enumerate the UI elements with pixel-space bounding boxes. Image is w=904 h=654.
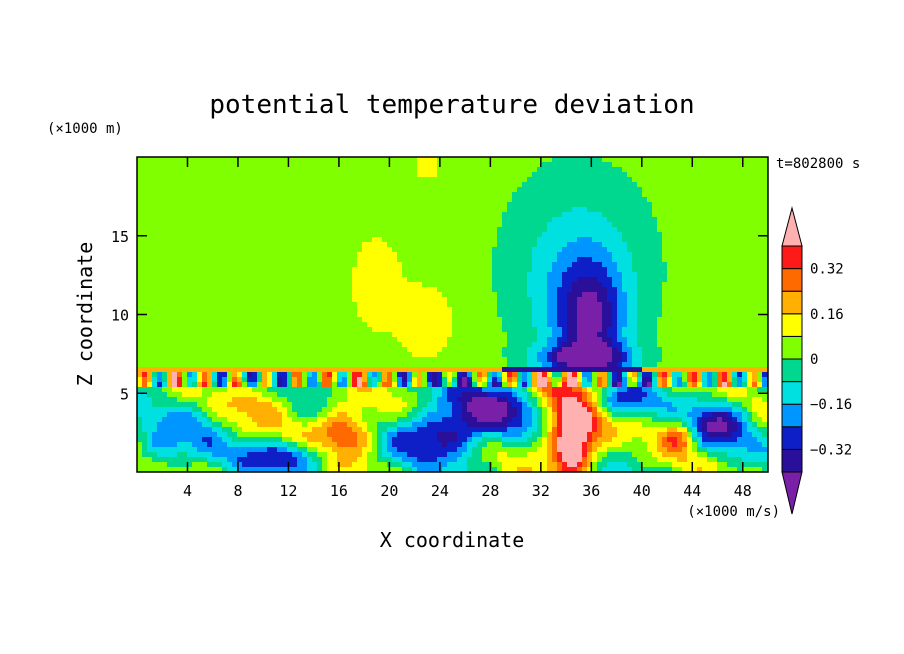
colorbar-swatch (781, 245, 803, 270)
y-axis-label: Z coordinate (73, 242, 97, 387)
x-unit-label: (×1000 m/s) (687, 504, 780, 520)
colorbar-swatch (781, 290, 803, 315)
colorbar-swatch (781, 426, 803, 450)
x-tick-label: 32 (532, 482, 550, 500)
colorbar-tick-label: −0.32 (810, 442, 852, 458)
colorbar-tick-label: 0 (810, 352, 818, 368)
x-tick-label: 48 (734, 482, 752, 500)
y-unit-label: (×1000 m) (47, 121, 123, 137)
x-tick-label: 44 (683, 482, 701, 500)
chart-title: potential temperature deviation (209, 90, 694, 120)
colorbar-tick-label: 0.32 (810, 262, 844, 278)
colorbar-tick-label: −0.16 (810, 397, 852, 413)
x-tick-label: 20 (380, 482, 398, 500)
x-tick-label: 40 (633, 482, 651, 500)
colorbar-swatch (781, 381, 803, 405)
x-tick-label: 28 (481, 482, 499, 500)
colorbar-max-arrow (781, 206, 803, 247)
x-axis: 4 8 12 16 20 24 28 32 36 40 44 48 (183, 157, 752, 500)
x-tick-label: 12 (279, 482, 297, 500)
x-tick-label: 8 (233, 482, 242, 500)
y-tick-label: 5 (120, 385, 129, 403)
x-tick-label: 24 (431, 482, 449, 500)
x-tick-label: 4 (183, 482, 192, 500)
colorbar-swatch (781, 313, 803, 337)
y-tick-label: 10 (111, 307, 129, 325)
colorbar-swatch (781, 358, 803, 383)
y-tick-label: 15 (111, 228, 129, 246)
colorbar-min-arrow (781, 471, 803, 515)
colorbar-swatch (781, 335, 803, 360)
colorbar-swatch (781, 448, 803, 473)
colorbar-swatch (781, 403, 803, 428)
x-axis-label: X coordinate (380, 528, 525, 552)
colorbar: 0.32 0.16 0 −0.16 −0.32 (781, 206, 852, 515)
contour-field (137, 157, 768, 472)
time-label: t=802800 s (776, 156, 860, 172)
colorbar-swatch (781, 268, 803, 292)
x-tick-label: 36 (582, 482, 600, 500)
x-tick-label: 16 (330, 482, 348, 500)
y-axis: 5 10 15 (111, 228, 768, 403)
colorbar-tick-label: 0.16 (810, 307, 844, 323)
